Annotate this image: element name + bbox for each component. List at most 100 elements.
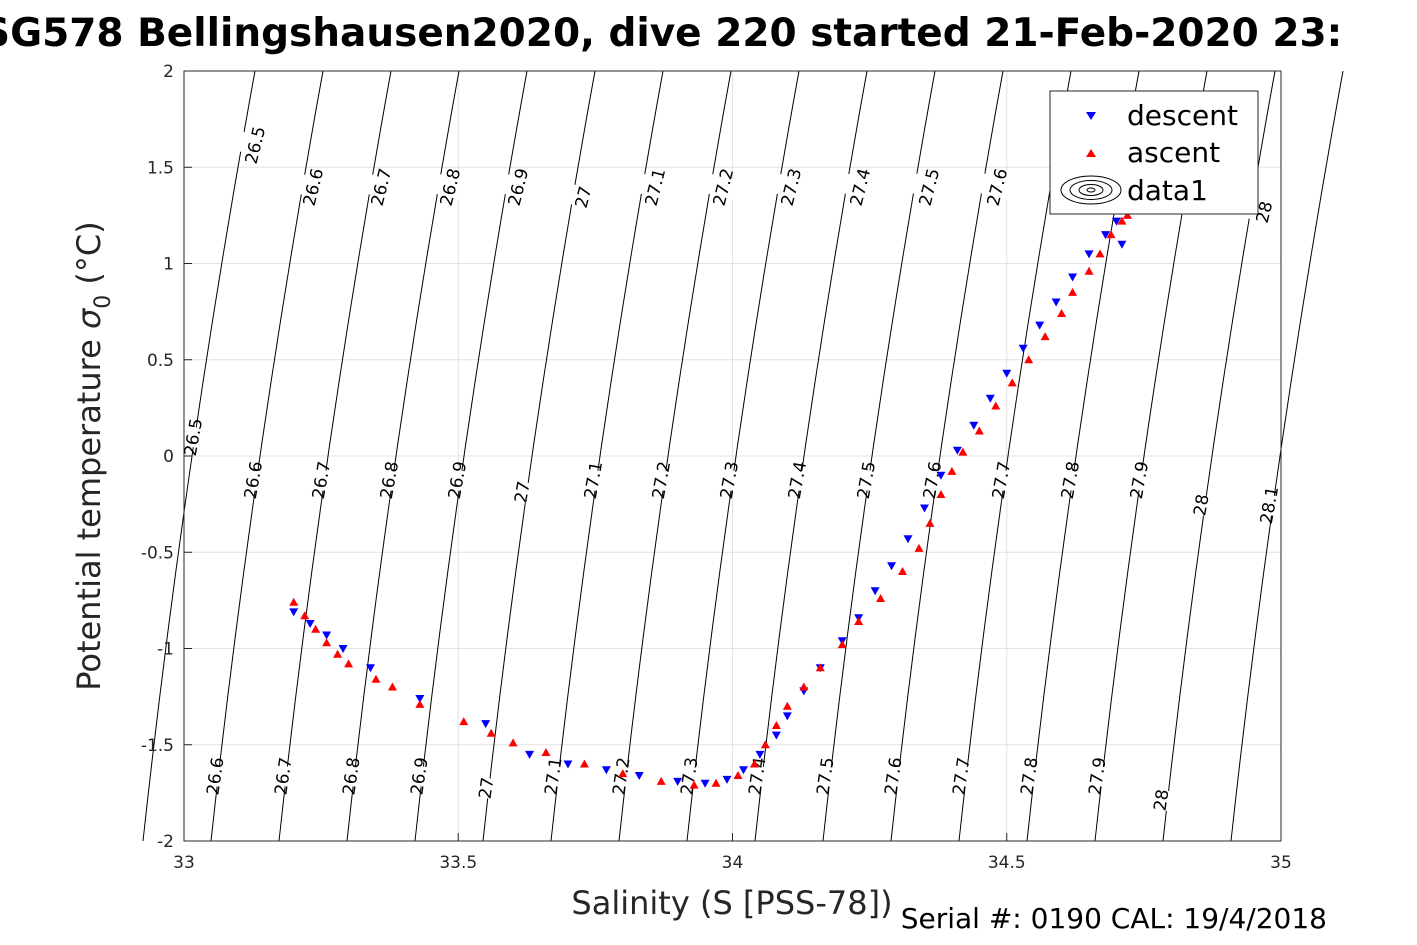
ascent-point: [1057, 309, 1067, 318]
ascent-point: [936, 490, 946, 498]
contour-label-mask: [367, 466, 411, 494]
contour-label-mask: [844, 466, 888, 494]
descent-point: [936, 471, 946, 480]
descent-point: [903, 535, 913, 544]
ascent-point: [300, 611, 310, 620]
ascent-point: [311, 624, 321, 633]
y-tick-label: 0: [163, 447, 174, 467]
contour-label-mask: [838, 172, 882, 202]
x-tick-label: 33: [173, 853, 195, 873]
x-tick-label: 34: [722, 853, 744, 873]
ascent-point: [782, 701, 792, 710]
ascent-point: [876, 593, 886, 602]
ascent-point: [749, 759, 759, 768]
ascent-point: [1068, 287, 1078, 296]
legend: descent ascent data1: [1049, 90, 1259, 215]
contour-label-mask: [633, 172, 677, 202]
ascent-point: [1007, 378, 1017, 387]
descent-point: [322, 631, 332, 640]
ascent-point: [925, 518, 935, 527]
series-descent: [289, 217, 1127, 788]
descent-point: [1018, 344, 1028, 353]
contour-label: 27: [511, 480, 534, 505]
y-axis-label-main: Potential temperature: [70, 329, 108, 691]
contour-label-mask: [359, 172, 403, 202]
ascent-point: [898, 567, 908, 575]
contour-label-mask: [299, 466, 343, 494]
descent-point: [481, 720, 491, 729]
y-tick-label: 1.5: [147, 158, 174, 178]
ascent-point: [1024, 355, 1034, 364]
descent-point: [755, 750, 765, 759]
y-axis-label-symbol: σ: [70, 307, 108, 329]
ascent-point: [541, 747, 551, 756]
y-tick-label: -1: [157, 640, 174, 660]
descent-point: [673, 777, 683, 786]
contour-label-mask: [1247, 491, 1291, 519]
contour-label-mask: [769, 172, 813, 202]
x-tick-label: 33.5: [439, 853, 477, 873]
descent-point: [1100, 231, 1110, 240]
ascent-point: [1095, 249, 1105, 258]
contour-label-mask: [907, 172, 951, 202]
contour-label-mask: [1139, 787, 1183, 813]
descent-point: [722, 775, 732, 784]
x-tick-label: 34.5: [988, 853, 1026, 873]
ascent-point: [837, 640, 847, 649]
ascent-point: [387, 682, 397, 691]
legend-descent-marker: [1086, 112, 1096, 120]
contour-label-mask: [428, 172, 472, 202]
ascent-point: [289, 597, 299, 606]
ascent-point: [618, 769, 628, 778]
descent-point: [1068, 273, 1078, 282]
descent-point: [289, 608, 299, 617]
descent-point: [771, 731, 781, 740]
x-axis-ticks: 33 33.5 34 34.5 35: [173, 833, 1292, 873]
contour-label-mask: [803, 763, 847, 789]
contour-label-mask: [639, 466, 683, 494]
y-tick-label: 2: [163, 62, 174, 82]
descent-point: [985, 394, 995, 403]
contour-label-mask: [500, 478, 544, 506]
contour-label-mask: [775, 466, 819, 494]
ascent-point: [760, 740, 770, 749]
ascent-point: [689, 780, 699, 789]
contour-label-mask: [261, 763, 305, 789]
contour-label-mask: [193, 763, 237, 789]
contour-label-mask: [329, 763, 373, 789]
descent-point: [969, 421, 979, 430]
descent-point: [1035, 321, 1045, 330]
contour-label-mask: [1048, 466, 1092, 494]
density-contour-line: [1230, 70, 1344, 842]
ascent-point: [486, 728, 496, 737]
descent-point: [563, 760, 573, 769]
legend-ascent-marker: [1086, 149, 1096, 157]
ascent-point: [579, 759, 589, 768]
descent-point: [338, 645, 348, 653]
y-tick-label: 1: [163, 255, 174, 275]
ascent-point: [1122, 210, 1132, 219]
contour-label-mask: [496, 172, 540, 202]
contour-label-mask: [735, 763, 779, 789]
ascent-point: [1040, 332, 1050, 341]
ascent-point: [1106, 230, 1116, 239]
series-ascent: [289, 210, 1132, 789]
descent-point: [782, 712, 792, 721]
y-axis-label-unit: (°C): [70, 221, 108, 294]
contour-label-mask: [171, 423, 215, 451]
descent-point: [1084, 250, 1094, 259]
contour-label-mask: [1179, 491, 1223, 519]
y-tick-label: -1.5: [141, 736, 174, 756]
legend-contour-icon: [1060, 175, 1122, 205]
contour-label-mask: [1007, 763, 1051, 789]
ascent-point: [459, 717, 469, 726]
ascent-point: [799, 682, 809, 691]
ascent-point: [656, 776, 666, 785]
y-axis-label-subscript: 0: [91, 295, 116, 309]
ascent-point: [322, 638, 332, 647]
ascent-point: [508, 738, 518, 747]
contour-label-mask: [1075, 763, 1119, 789]
descent-point: [738, 766, 748, 775]
contour-label-mask: [233, 130, 277, 160]
contour-label-mask: [291, 172, 335, 202]
